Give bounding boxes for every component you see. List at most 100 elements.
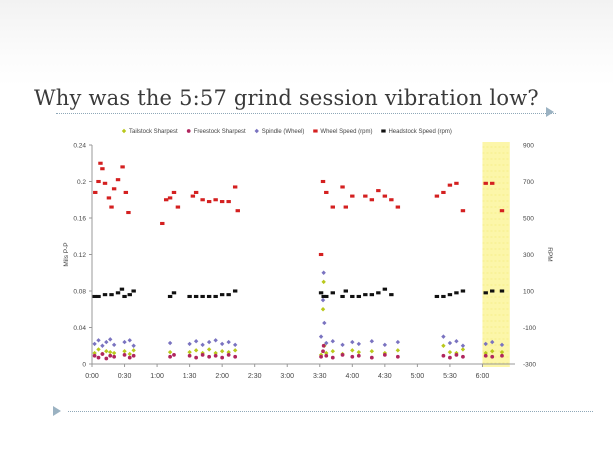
legend-entry: Tailstock Sharpest	[121, 128, 178, 135]
data-point	[167, 196, 173, 200]
data-point	[340, 185, 345, 189]
data-point	[343, 205, 348, 209]
data-point	[119, 287, 125, 291]
data-point	[441, 353, 446, 358]
data-point	[483, 353, 488, 358]
legend-entry: Spindle (Wheel)	[254, 128, 304, 135]
data-point	[434, 294, 440, 299]
data-point	[460, 347, 466, 352]
data-point	[232, 185, 238, 189]
x-tick-label: 5:30	[443, 373, 457, 380]
y2-tick-label: -100	[523, 325, 536, 332]
data-point	[213, 198, 218, 202]
data-point	[226, 339, 231, 345]
y2-tick-label: 700	[523, 179, 534, 186]
data-point	[171, 291, 177, 295]
data-point	[441, 334, 446, 339]
data-point	[200, 342, 205, 348]
data-point	[213, 338, 218, 343]
data-point	[330, 291, 335, 295]
y-tick-label: 0.08	[73, 289, 86, 296]
data-point	[343, 289, 348, 293]
x-tick-label: 5:00	[411, 373, 425, 380]
data-point	[206, 294, 212, 299]
y-tick-label: 0	[82, 362, 86, 369]
data-point	[111, 350, 117, 356]
data-point	[163, 198, 169, 202]
data-point	[232, 348, 238, 353]
data-point	[382, 342, 388, 348]
x-tick-label: 3:00	[280, 373, 294, 380]
data-point	[175, 205, 181, 209]
data-point	[340, 294, 345, 299]
data-point	[340, 353, 345, 357]
x-tick-label: 6:00	[476, 373, 490, 380]
data-point	[395, 205, 401, 209]
data-point	[213, 294, 218, 299]
data-point	[499, 342, 505, 348]
data-point	[356, 349, 362, 355]
data-point	[120, 165, 125, 169]
data-point	[460, 289, 466, 293]
legend-entry: Headstock Speed (rpm)	[381, 129, 452, 135]
x-tick-label: 2:30	[248, 373, 262, 380]
data-point	[330, 349, 335, 354]
data-point	[109, 293, 114, 297]
data-point	[104, 339, 109, 345]
data-point	[172, 353, 176, 357]
data-point	[100, 352, 105, 356]
series-3	[93, 161, 505, 257]
x-tick-label: 3:30	[313, 373, 327, 380]
legend-marker	[186, 129, 191, 133]
legend-label: Wheel Speed (rpm)	[320, 129, 372, 135]
y2-tick-label: 500	[523, 216, 534, 223]
data-point	[376, 291, 381, 295]
data-point	[219, 349, 225, 354]
data-point	[219, 341, 225, 347]
data-point	[318, 252, 324, 257]
y-tick-label: 0.16	[73, 216, 86, 223]
legend-entry: Freestock Sharpest	[186, 129, 246, 135]
data-point	[434, 194, 440, 198]
x-tick-label: 4:30	[378, 373, 392, 380]
data-point	[454, 291, 459, 295]
data-point	[167, 349, 173, 355]
data-point	[127, 351, 132, 357]
data-point	[483, 350, 488, 356]
x-tick-label: 2:00	[215, 373, 229, 380]
y-tick-label: 0.24	[73, 143, 86, 150]
data-point	[220, 355, 225, 360]
data-point	[100, 343, 105, 348]
data-point	[483, 341, 488, 347]
data-point	[213, 353, 218, 358]
data-point	[369, 355, 374, 360]
y2-axis-label: RPM	[546, 247, 553, 261]
data-point	[122, 349, 127, 354]
x-tick-label: 4:00	[345, 373, 359, 380]
title-divider	[56, 113, 556, 114]
data-point	[321, 349, 325, 354]
data-point	[490, 339, 495, 345]
y-axis-label: Mils P-P	[63, 242, 70, 266]
data-point	[322, 320, 327, 326]
data-point	[321, 270, 326, 275]
data-point	[171, 190, 177, 194]
y2-tick-label: 900	[523, 143, 534, 150]
data-point	[350, 348, 355, 353]
data-point	[356, 294, 362, 299]
data-point	[200, 198, 205, 202]
data-point	[324, 353, 329, 358]
legend-label: Headstock Speed (rpm)	[388, 129, 451, 135]
x-tick-label: 0:00	[85, 373, 99, 380]
data-point	[92, 294, 97, 299]
data-point	[96, 338, 101, 343]
data-point	[499, 289, 505, 293]
data-point	[350, 354, 355, 359]
data-point	[206, 200, 212, 204]
data-point	[226, 293, 231, 297]
data-point	[127, 293, 132, 297]
data-point	[194, 355, 198, 360]
data-point	[96, 355, 101, 360]
data-point	[232, 289, 238, 293]
data-point	[123, 190, 129, 194]
